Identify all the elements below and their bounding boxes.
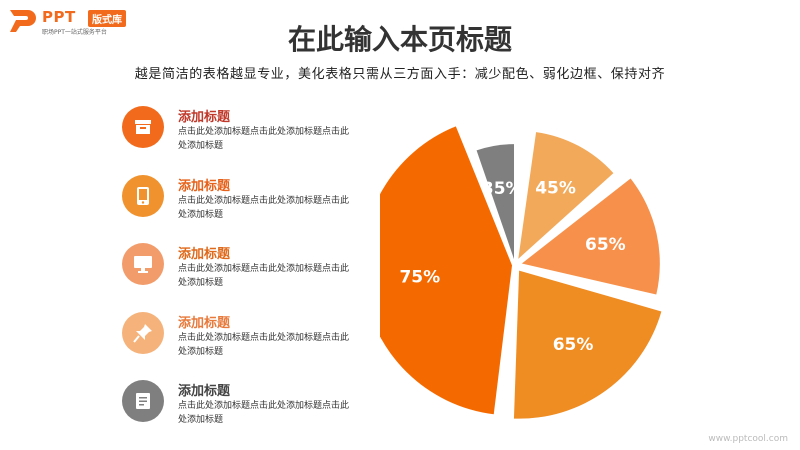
item-description: 点击此处添加标题点击此处添加标题点击此处添加标题 [178, 333, 350, 357]
page-title: 在此输入本页标题 [287, 23, 512, 56]
pie-slice [521, 178, 660, 295]
watermark: www.pptcool.com [708, 434, 788, 444]
item-title: 添加标题 [178, 316, 231, 331]
item-icon-circle [122, 243, 164, 285]
pushpin-icon [133, 324, 152, 343]
item-title: 添加标题 [178, 247, 231, 262]
monitor-icon [134, 256, 152, 273]
item-title: 添加标题 [178, 179, 231, 194]
pie-chart: 45% 65% 65% 75% 35% [380, 126, 662, 419]
brand-logo: PPT 版式库 职场PPT一站式服务平台 [8, 6, 178, 36]
brand-badge: 版式库 [88, 10, 126, 27]
archive-box-icon [135, 120, 151, 134]
pie-slice [380, 126, 513, 415]
item-title: 添加标题 [178, 384, 231, 399]
brand-p-icon [10, 10, 36, 32]
slice-label: 65% [553, 335, 594, 355]
item-description: 点击此处添加标题点击此处添加标题点击此处添加标题 [178, 196, 350, 220]
list-item-1: 添加标题 点击此处添加标题点击此处添加标题点击此处添加标题 [122, 106, 362, 166]
page-subtitle: 越是简洁的表格越显专业，美化表格只需从三方面入手：减少配色、弱化边框、保持对齐 [134, 67, 666, 82]
tablet-icon [137, 187, 149, 205]
slice-label: 75% [399, 268, 440, 288]
item-icon-circle [122, 106, 164, 148]
item-icon-circle [122, 312, 164, 354]
pie-slice [476, 144, 515, 260]
item-description: 点击此处添加标题点击此处添加标题点击此处添加标题 [178, 127, 350, 151]
list-item-3: 添加标题 点击此处添加标题点击此处添加标题点击此处添加标题 [122, 243, 362, 303]
pie-slice [513, 270, 662, 419]
item-icon-circle [122, 380, 164, 422]
list-item-5: 添加标题 点击此处添加标题点击此处添加标题点击此处添加标题 [122, 380, 362, 440]
item-title: 添加标题 [178, 110, 231, 125]
brand-tagline: 职场PPT一站式服务平台 [42, 29, 107, 36]
slice-label: 35% [482, 179, 523, 199]
item-description: 点击此处添加标题点击此处添加标题点击此处添加标题 [178, 401, 350, 425]
slice-label: 45% [535, 179, 576, 199]
slice-label: 65% [585, 235, 626, 255]
item-icon-circle [122, 175, 164, 217]
pie-slice [518, 132, 614, 259]
list-item-2: 添加标题 点击此处添加标题点击此处添加标题点击此处添加标题 [122, 175, 362, 235]
brand-name: PPT [42, 8, 76, 26]
list-item-4: 添加标题 点击此处添加标题点击此处添加标题点击此处添加标题 [122, 312, 362, 372]
notepad-icon [136, 393, 150, 409]
item-description: 点击此处添加标题点击此处添加标题点击此处添加标题 [178, 264, 350, 288]
